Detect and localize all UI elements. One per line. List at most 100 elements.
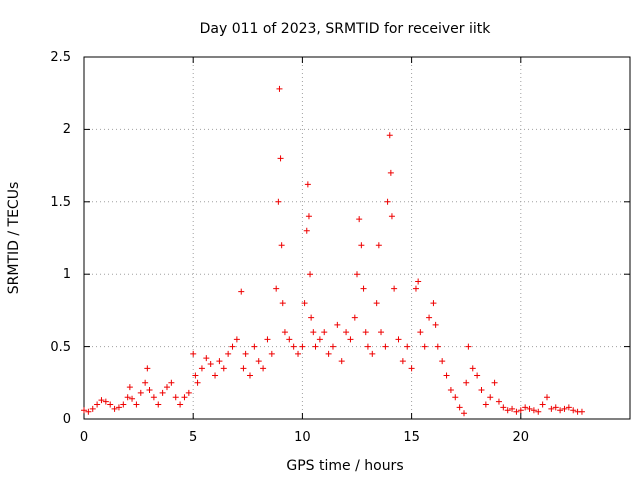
data-point [412, 285, 419, 292]
data-point [535, 408, 542, 415]
data-point [316, 336, 323, 343]
data-point [482, 401, 489, 408]
y-tick-label: 2 [63, 122, 71, 137]
data-point [548, 405, 555, 412]
y-tick-label: 1 [63, 267, 71, 282]
data-point [358, 242, 365, 249]
data-point [469, 365, 476, 372]
data-point [276, 85, 283, 92]
data-point [434, 343, 441, 350]
data-point [124, 394, 131, 401]
data-point [115, 404, 122, 411]
data-point [373, 300, 380, 307]
data-point [561, 405, 568, 412]
y-tick-label: 1.5 [50, 195, 71, 210]
data-point [281, 329, 288, 336]
data-point [251, 343, 258, 350]
data-point [279, 300, 286, 307]
data-point [517, 407, 524, 414]
data-point [295, 350, 302, 357]
data-point [500, 404, 507, 411]
x-tick-label: 10 [294, 430, 311, 445]
data-point [310, 329, 317, 336]
data-point [194, 379, 201, 386]
data-point [430, 300, 437, 307]
data-point [565, 404, 572, 411]
data-point [98, 397, 105, 404]
data-point [329, 343, 336, 350]
data-point [181, 394, 188, 401]
data-point [233, 336, 240, 343]
data-point [85, 408, 92, 415]
data-point [172, 394, 179, 401]
data-point [264, 336, 271, 343]
data-point [386, 132, 393, 139]
data-point [307, 271, 314, 278]
data-point [185, 389, 192, 396]
data-point [321, 329, 328, 336]
data-point [212, 372, 219, 379]
y-tick-label: 0.5 [50, 340, 71, 355]
data-point [177, 401, 184, 408]
data-point [351, 314, 358, 321]
data-point [290, 343, 297, 350]
data-point [81, 407, 87, 414]
data-point [94, 401, 101, 408]
data-point [312, 343, 319, 350]
data-point [305, 213, 312, 220]
data-point [426, 314, 433, 321]
data-point [408, 365, 415, 372]
data-point [220, 365, 227, 372]
data-point [432, 321, 439, 328]
data-point [126, 384, 133, 391]
data-point [159, 389, 166, 396]
data-point [354, 271, 360, 278]
data-point [89, 405, 96, 412]
data-point [443, 372, 450, 379]
data-point [362, 329, 369, 336]
data-point [375, 242, 382, 249]
data-point [417, 329, 424, 336]
y-tick-label: 2.5 [50, 50, 71, 65]
data-point [495, 398, 502, 405]
data-point [225, 350, 232, 357]
data-point [399, 358, 406, 365]
data-point [474, 372, 481, 379]
data-point [347, 336, 354, 343]
data-point [530, 407, 537, 414]
data-point [526, 405, 533, 412]
data-point [356, 216, 363, 223]
data-point [144, 365, 151, 372]
data-point [107, 401, 114, 408]
data-point [338, 358, 345, 365]
data-point [557, 407, 564, 414]
data-point [461, 410, 468, 417]
data-point [216, 358, 223, 365]
data-point [369, 350, 376, 357]
data-point [478, 387, 485, 394]
data-point [111, 405, 118, 412]
data-point [192, 372, 199, 379]
data-point [487, 394, 494, 401]
data-point [378, 329, 385, 336]
data-point [325, 350, 332, 357]
data-point [273, 285, 280, 292]
data-point [522, 404, 529, 411]
x-axis-label: GPS time / hours [286, 458, 403, 474]
data-point [343, 329, 350, 336]
data-point [439, 358, 446, 365]
data-point [463, 379, 470, 386]
x-tick-label: 5 [189, 430, 197, 445]
data-point [415, 278, 422, 285]
data-point [513, 408, 520, 415]
data-point [304, 181, 311, 188]
data-point [299, 343, 306, 350]
data-point [278, 242, 285, 249]
y-axis-label: SRMTID / TECUs [6, 182, 22, 295]
data-point [229, 343, 236, 350]
x-tick-label: 15 [403, 430, 420, 445]
data-point [168, 379, 175, 386]
data-point [198, 365, 205, 372]
data-point [421, 343, 428, 350]
chart-title: Day 011 of 2023, SRMTID for receiver iit… [200, 21, 492, 37]
